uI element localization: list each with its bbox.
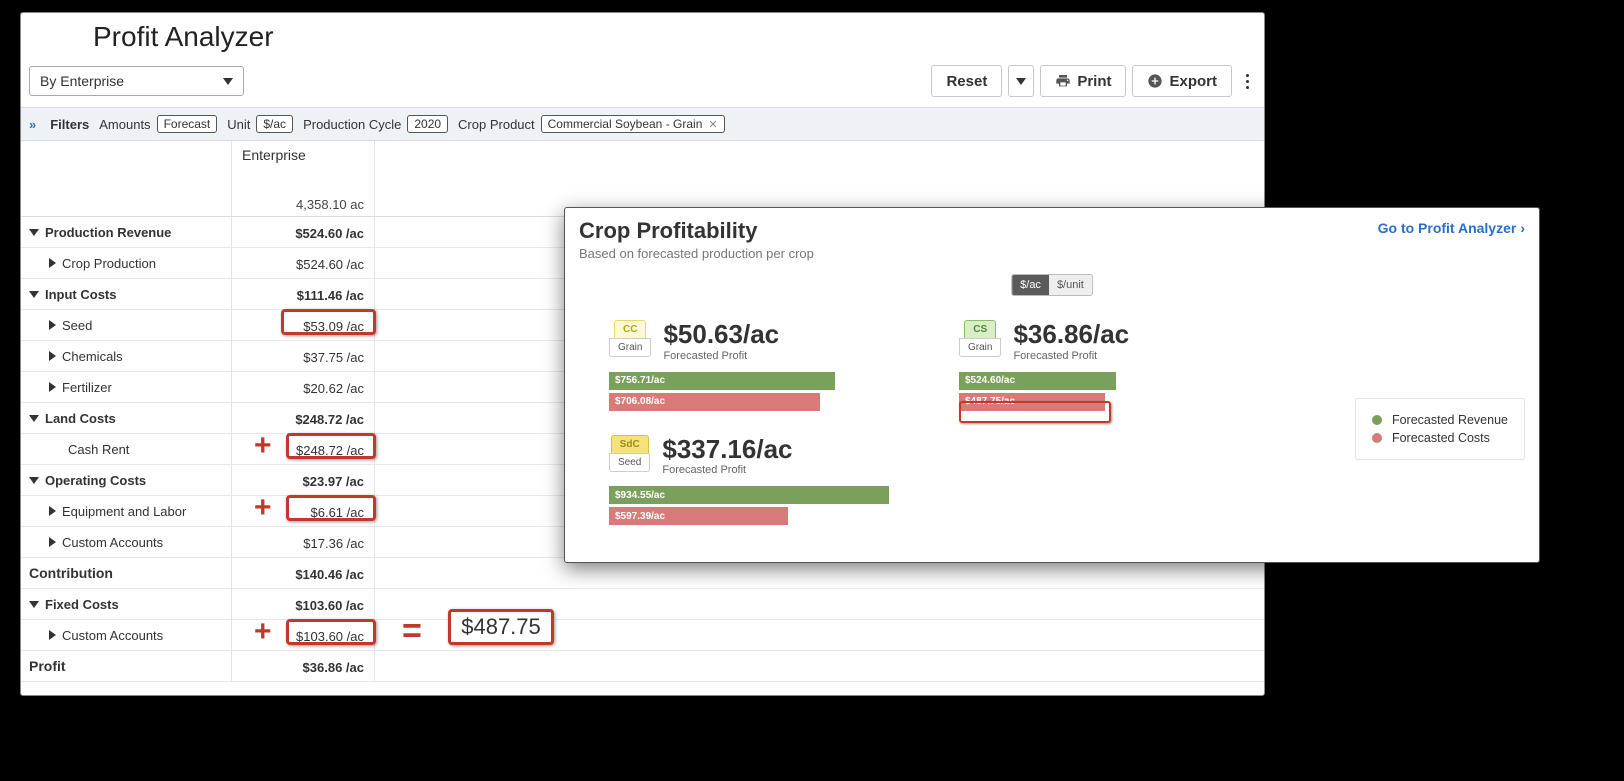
collapse-icon (29, 477, 39, 484)
expand-icon (49, 258, 56, 268)
card-profit-value: $50.63/ac (663, 320, 779, 349)
card-profit-label: Forecasted Profit (662, 464, 792, 476)
profitability-cards: CC Grain $50.63/ac Forecasted Profit $75… (609, 320, 1329, 549)
product-filter-label: Crop Product (458, 117, 535, 132)
expand-filters-icon[interactable]: » (29, 117, 36, 132)
crop-tag: CC Grain (609, 320, 651, 357)
collapse-icon (29, 291, 39, 298)
expand-icon (49, 320, 56, 330)
amounts-filter-chip[interactable]: Forecast (157, 115, 218, 133)
filters-label: Filters (50, 117, 89, 132)
remove-chip-icon[interactable]: ✕ (708, 118, 717, 131)
caret-down-icon (223, 78, 233, 85)
print-icon (1055, 73, 1071, 89)
revenue-bar: $756.71/ac (609, 372, 835, 390)
reset-caret-button[interactable] (1008, 65, 1034, 97)
enterprise-acres: 4,358.10 ac (242, 197, 364, 212)
value: $248.72 /ac (231, 434, 375, 464)
more-menu-button[interactable] (1238, 74, 1256, 89)
reset-button[interactable]: Reset (931, 65, 1002, 97)
collapse-icon (29, 601, 39, 608)
value: $524.60 /ac (231, 248, 375, 278)
cost-bar: $487.75/ac (959, 393, 1105, 411)
crop-profitability-panel: Crop Profitability Based on forecasted p… (564, 207, 1540, 563)
profitability-card: CC Grain $50.63/ac Forecasted Profit $75… (609, 320, 959, 411)
export-icon (1147, 73, 1163, 89)
expand-icon (49, 351, 56, 361)
crop-tag: SdC Seed (609, 435, 650, 472)
product-filter-chip[interactable]: Commercial Soybean - Grain ✕ (541, 115, 725, 133)
cost-bar: $706.08/ac (609, 393, 820, 411)
value: $23.97 /ac (231, 465, 375, 495)
enterprise-header: Enterprise (242, 147, 364, 163)
legend: Forecasted Revenue Forecasted Costs (1355, 398, 1525, 460)
cost-bar: $597.39/ac (609, 507, 788, 525)
row-fixed-costs[interactable]: Fixed Costs $103.60 /ac (21, 589, 1264, 620)
collapse-icon (29, 229, 39, 236)
value: $17.36 /ac (231, 527, 375, 557)
unit-toggle[interactable]: $/ac $/unit (1011, 274, 1093, 296)
unit-filter-label: Unit (227, 117, 250, 132)
view-select[interactable]: By Enterprise (29, 66, 244, 96)
print-label: Print (1077, 73, 1111, 90)
expand-icon (49, 382, 56, 392)
card-profit-label: Forecasted Profit (663, 350, 779, 362)
legend-dot-cost (1372, 433, 1382, 443)
toolbar: By Enterprise Reset Print Export (21, 65, 1264, 107)
value: $524.60 /ac (231, 217, 375, 247)
value: $140.46 /ac (231, 558, 375, 588)
amounts-filter-label: Amounts (99, 117, 150, 132)
value: $37.75 /ac (231, 341, 375, 371)
legend-dot-revenue (1372, 415, 1382, 425)
print-button[interactable]: Print (1040, 65, 1126, 97)
page-title: Profit Analyzer (21, 13, 1264, 65)
value: $20.62 /ac (231, 372, 375, 402)
export-button[interactable]: Export (1132, 65, 1232, 97)
value: $103.60 /ac (231, 620, 375, 650)
legend-cost-label: Forecasted Costs (1392, 431, 1490, 445)
revenue-bar: $934.55/ac (609, 486, 889, 504)
card-profit-value: $36.86/ac (1013, 320, 1129, 349)
value: $6.61 /ac (231, 496, 375, 526)
value: $103.60 /ac (231, 589, 375, 619)
reset-label: Reset (946, 73, 987, 90)
caret-down-icon (1016, 78, 1026, 85)
expand-icon (49, 537, 56, 547)
card-profit-label: Forecasted Profit (1013, 350, 1129, 362)
overlay-subtitle: Based on forecasted production per crop (579, 246, 1525, 261)
value: $53.09 /ac (231, 310, 375, 340)
cycle-filter-label: Production Cycle (303, 117, 401, 132)
expand-icon (49, 506, 56, 516)
unit-filter-chip[interactable]: $/ac (256, 115, 293, 133)
cycle-filter-chip[interactable]: 2020 (407, 115, 448, 133)
filter-bar: » Filters Amounts Forecast Unit $/ac Pro… (21, 107, 1264, 141)
profitability-card: CS Grain $36.86/ac Forecasted Profit $52… (959, 320, 1309, 411)
row-custom-accounts-fixed[interactable]: Custom Accounts $103.60 /ac (21, 620, 1264, 651)
chevron-right-icon: › (1520, 220, 1525, 236)
unit-per-ac[interactable]: $/ac (1012, 275, 1049, 295)
crop-tag: CS Grain (959, 320, 1001, 357)
grid-header: Enterprise 4,358.10 ac (21, 141, 1264, 217)
collapse-icon (29, 415, 39, 422)
export-label: Export (1169, 73, 1217, 90)
expand-icon (49, 630, 56, 640)
value: $36.86 /ac (231, 651, 375, 681)
row-profit: Profit $36.86 /ac (21, 651, 1264, 682)
unit-per-unit[interactable]: $/unit (1049, 275, 1092, 295)
total-costs-result: $487.75 (448, 609, 554, 645)
view-select-value: By Enterprise (40, 73, 124, 89)
go-to-profit-analyzer-link[interactable]: Go to Profit Analyzer › (1378, 220, 1525, 236)
revenue-bar: $524.60/ac (959, 372, 1116, 390)
value: $248.72 /ac (231, 403, 375, 433)
profitability-card: SdC Seed $337.16/ac Forecasted Profit $9… (609, 435, 959, 526)
card-profit-value: $337.16/ac (662, 435, 792, 464)
legend-revenue-label: Forecasted Revenue (1392, 413, 1508, 427)
value: $111.46 /ac (231, 279, 375, 309)
